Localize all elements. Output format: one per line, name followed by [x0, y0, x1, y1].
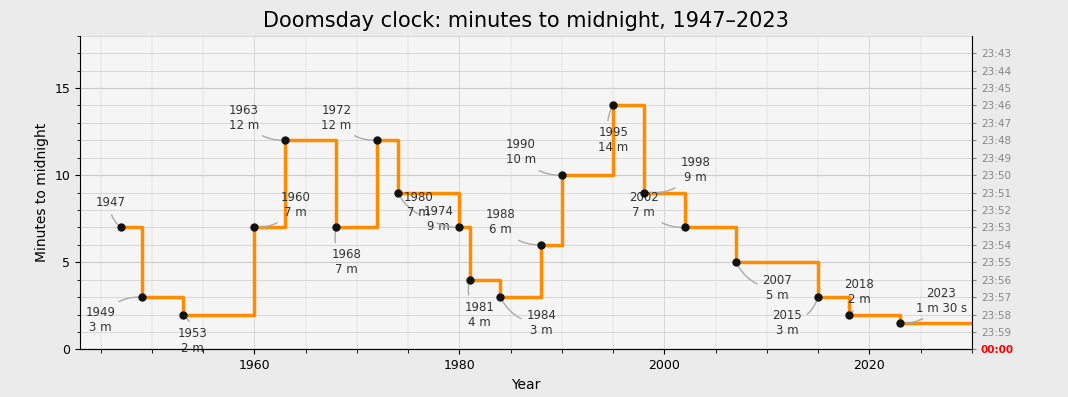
Point — [246, 224, 263, 231]
Point — [368, 137, 386, 143]
Point — [174, 311, 191, 318]
Text: 1995
14 m: 1995 14 m — [598, 108, 628, 154]
Point — [553, 172, 570, 178]
Text: 2023
1 m 30 s: 2023 1 m 30 s — [902, 287, 967, 323]
Point — [892, 320, 909, 326]
Text: 1990
10 m: 1990 10 m — [506, 139, 559, 175]
Text: 2018
2 m: 2018 2 m — [844, 278, 874, 313]
X-axis label: Year: Year — [512, 378, 540, 391]
Text: 1988
6 m: 1988 6 m — [486, 208, 538, 245]
Text: 1981
4 m: 1981 4 m — [465, 282, 494, 328]
Text: 1980
7 m: 1980 7 m — [404, 191, 457, 227]
Text: 1947: 1947 — [96, 197, 126, 225]
Title: Doomsday clock: minutes to midnight, 1947–2023: Doomsday clock: minutes to midnight, 194… — [263, 12, 789, 31]
Text: 1974
9 m: 1974 9 m — [399, 195, 454, 233]
Point — [533, 242, 550, 248]
Text: 1949
3 m: 1949 3 m — [85, 297, 139, 334]
Text: 1960
7 m: 1960 7 m — [257, 191, 311, 227]
Point — [134, 294, 151, 300]
Point — [727, 259, 744, 266]
Point — [676, 224, 693, 231]
Point — [461, 276, 478, 283]
Text: 1968
7 m: 1968 7 m — [332, 230, 362, 276]
Text: 2007
5 m: 2007 5 m — [737, 265, 792, 303]
Y-axis label: Minutes to midnight: Minutes to midnight — [35, 123, 49, 262]
Text: 2015
3 m: 2015 3 m — [772, 300, 817, 337]
Point — [328, 224, 345, 231]
Point — [451, 224, 468, 231]
Point — [277, 137, 294, 143]
Text: 1998
9 m: 1998 9 m — [646, 156, 710, 193]
Text: 1984
3 m: 1984 3 m — [502, 300, 556, 337]
Point — [810, 294, 827, 300]
Point — [492, 294, 509, 300]
Text: 1953
2 m: 1953 2 m — [178, 316, 208, 355]
Point — [841, 311, 858, 318]
Text: 1972
12 m: 1972 12 m — [321, 104, 375, 140]
Text: 1963
12 m: 1963 12 m — [229, 104, 282, 140]
Point — [390, 189, 407, 196]
Text: 2002
7 m: 2002 7 m — [629, 191, 682, 227]
Point — [112, 224, 129, 231]
Point — [635, 189, 653, 196]
Point — [604, 102, 622, 109]
